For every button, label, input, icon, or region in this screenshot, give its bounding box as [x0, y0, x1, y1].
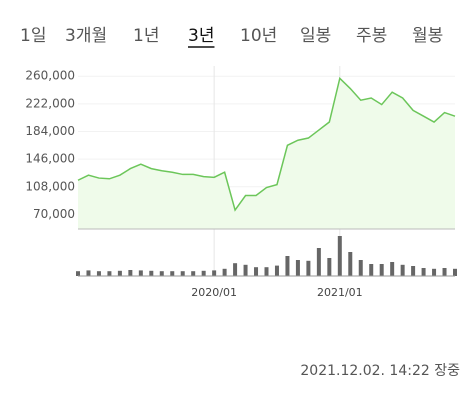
period-tab[interactable]: 주봉 — [356, 26, 387, 46]
volume-bar — [180, 271, 185, 276]
period-tab[interactable]: 1년 — [133, 26, 159, 46]
period-tab[interactable]: 3년 — [188, 26, 214, 46]
volume-bar — [254, 267, 259, 276]
period-tab[interactable]: 1일 — [20, 26, 46, 46]
timestamp: 2021.12.02. 14:22 장중 — [300, 363, 460, 379]
volume-bar — [264, 267, 269, 276]
volume-bar — [453, 268, 457, 276]
volume-bar — [337, 236, 342, 276]
volume-bar — [432, 268, 437, 276]
volume-bar — [316, 248, 321, 276]
volume-bar — [222, 268, 227, 276]
volume-bar — [306, 260, 311, 276]
volume-bar — [369, 264, 374, 276]
period-tab[interactable]: 월봉 — [412, 26, 443, 46]
volume-bar — [76, 271, 80, 276]
volume-bar — [149, 270, 154, 276]
volume-bar — [390, 262, 395, 276]
volume-bar — [327, 258, 332, 276]
volume-bar — [348, 252, 353, 276]
price-line — [77, 76, 456, 212]
volume-bar — [138, 270, 143, 276]
x-tick-label: 2021/01 — [317, 286, 363, 299]
volume-bar — [442, 268, 447, 276]
y-tick-label: 108,000 — [25, 179, 75, 193]
volume-bar — [191, 271, 196, 276]
volume-bar — [212, 270, 217, 276]
volume-bar — [107, 271, 112, 276]
y-tick-label: 184,000 — [25, 124, 75, 138]
volume-bar — [233, 263, 238, 276]
volume-bar — [159, 271, 164, 276]
volume-bar — [358, 260, 363, 276]
volume-bar — [170, 271, 175, 276]
volume-bar — [421, 268, 426, 276]
x-tick-label: 2020/01 — [191, 286, 237, 299]
y-tick-label: 260,000 — [25, 69, 75, 83]
volume-bar — [379, 264, 384, 276]
volume-bar — [86, 270, 91, 276]
period-tab[interactable]: 10년 — [240, 26, 277, 46]
period-tab[interactable]: 일봉 — [300, 26, 331, 46]
volume-bar — [96, 271, 101, 276]
volume-bar — [285, 256, 290, 276]
volume-bar — [243, 264, 248, 276]
volume-bar — [128, 270, 133, 276]
volume-bar — [411, 266, 416, 276]
period-tab[interactable]: 3개월 — [65, 26, 107, 46]
y-tick-label: 222,000 — [25, 96, 75, 110]
volume-bar — [201, 270, 206, 276]
y-tick-label: 146,000 — [25, 152, 75, 166]
volume-bar — [117, 270, 122, 276]
y-tick-label: 70,000 — [33, 207, 75, 221]
volume-bar — [274, 265, 279, 276]
price-area — [78, 78, 455, 229]
volume-bar — [295, 260, 300, 276]
volume-bar — [400, 264, 405, 276]
